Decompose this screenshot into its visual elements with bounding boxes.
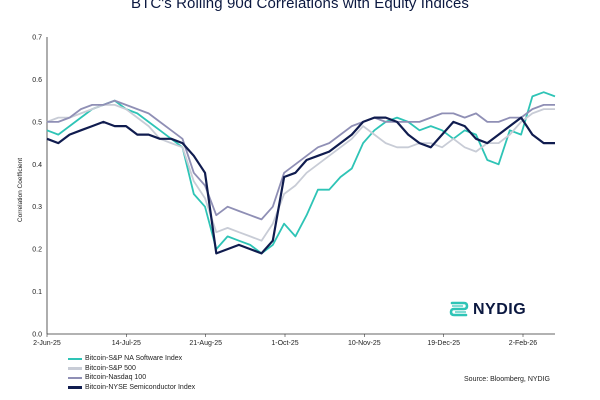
y-tick-label: 0.7 (32, 35, 42, 42)
legend-item: Bitcoin-S&P NA Software Index (68, 354, 195, 364)
x-tick-label: 1-Oct-25 (271, 340, 298, 347)
y-tick-label: 0.2 (32, 247, 42, 254)
y-tick-label: 0.5 (32, 119, 42, 126)
legend-swatch (68, 357, 82, 360)
nydig-logo-icon (449, 301, 469, 317)
axes: 0.0 0.1 0.2 0.3 0.4 0.5 0.6 0.7 2-Jun-25 14-Jul-2… (32, 35, 555, 347)
logo-text: NYDIG (473, 301, 527, 318)
y-axis-label: Correlation Coefficient (17, 158, 24, 222)
legend-swatch (68, 367, 82, 370)
legend-label: Bitcoin-NYSE Semiconductor Index (85, 383, 196, 391)
x-tick-label: 2-Feb-26 (509, 340, 538, 347)
legend-item: Bitcoin-Nasdaq 100 (68, 373, 195, 383)
x-tick-label: 10-Nov-25 (348, 340, 381, 347)
series-lines (46, 91, 556, 255)
x-tick-label: 2-Jun-25 (33, 340, 61, 347)
legend-swatch (68, 376, 82, 379)
source-note: Source: Bloomberg, NYDIG (464, 376, 550, 383)
legend: Bitcoin-S&P NA Software Index Bitcoin-S&P… (68, 354, 195, 392)
legend-label: Bitcoin-S&P NA Software Index (85, 355, 183, 363)
legend-item: Bitcoin-NYSE Semiconductor Index (68, 383, 195, 393)
legend-swatch (68, 386, 82, 389)
chart-title: BTC's Rolling 90d Correlations with Equi… (130, 0, 469, 12)
legend-item: Bitcoin-S&P 500 (68, 364, 195, 374)
series-line-4 (46, 116, 555, 255)
x-tick-label: 14-Jul-25 (112, 340, 141, 347)
series-line-2 (46, 104, 555, 242)
y-tick-label: 0.0 (32, 332, 42, 339)
legend-label: Bitcoin-S&P 500 (85, 364, 136, 372)
x-tick-label: 21-Aug-25 (189, 340, 222, 347)
y-tick-label: 0.6 (32, 77, 42, 84)
y-tick-label: 0.3 (32, 204, 42, 211)
y-tick-label: 0.4 (32, 162, 42, 169)
x-tick-label: 19-Dec-25 (427, 340, 460, 347)
legend-label: Bitcoin-Nasdaq 100 (85, 374, 147, 382)
nydig-logo: NYDIG (449, 299, 526, 321)
y-tick-label: 0.1 (32, 289, 42, 296)
series-line-3 (47, 99, 555, 221)
